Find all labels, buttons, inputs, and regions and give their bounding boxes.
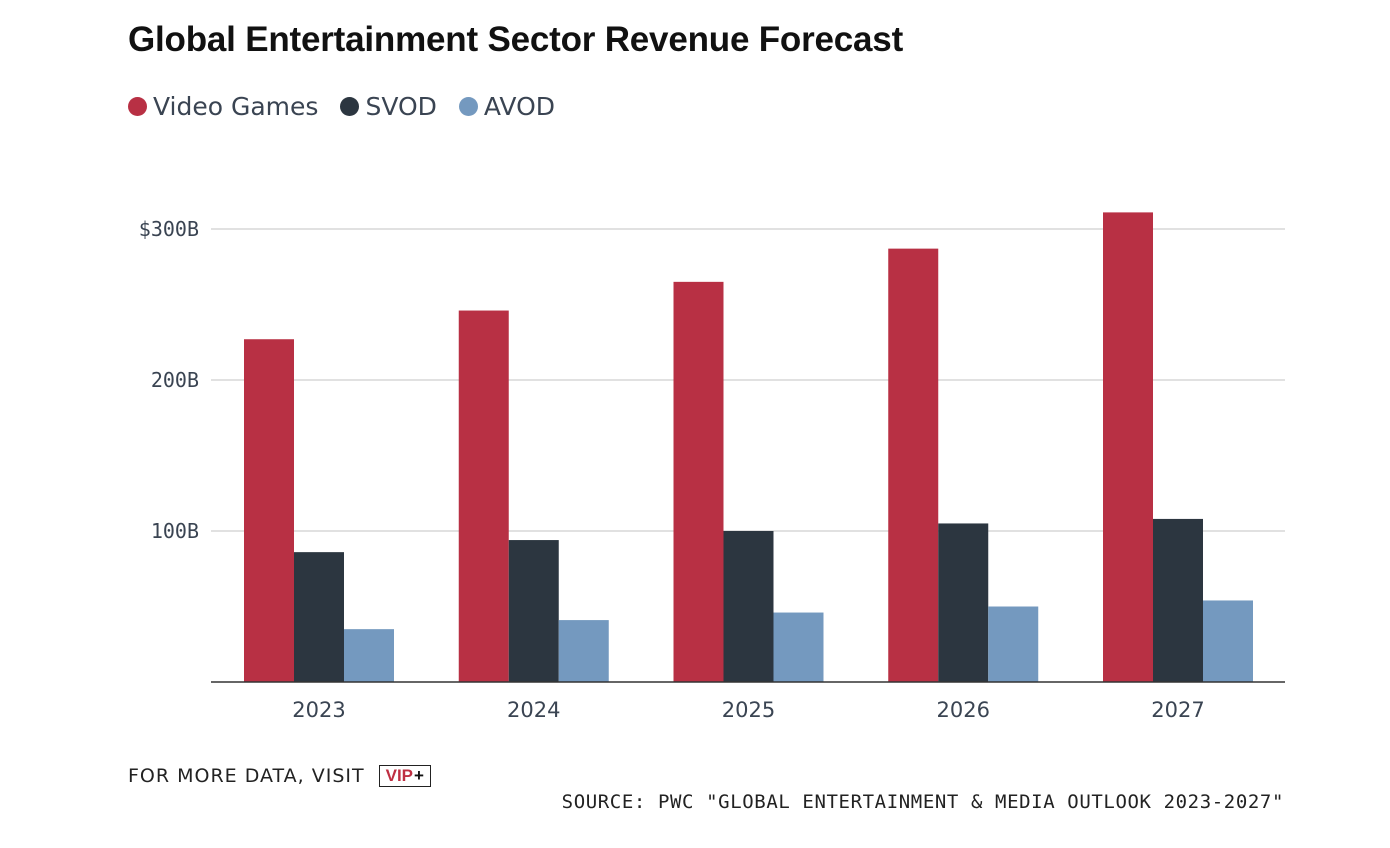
vip-logo-text: VIP (385, 766, 414, 785)
chart-legend: Video Games SVOD AVOD (128, 92, 577, 121)
source-note: SOURCE: PWC "GLOBAL ENTERTAINMENT & MEDI… (561, 791, 1284, 813)
bar-video-games-2024 (458, 310, 509, 682)
x-tick-label: 2026 (937, 698, 990, 722)
footer-more-data: FOR MORE DATA, VISIT VIP + (128, 765, 431, 787)
legend-label-avod: AVOD (483, 92, 556, 121)
bar-video-games-2026 (888, 248, 939, 682)
x-tick-label: 2027 (1151, 698, 1204, 722)
legend-swatch-avod (458, 97, 478, 116)
bar-video-games-2025 (673, 281, 724, 682)
chart-title: Global Entertainment Sector Revenue Fore… (128, 20, 904, 59)
bar-svod-2027 (1153, 518, 1203, 682)
bar-svod-2025 (723, 531, 774, 682)
x-tick-label: 2024 (507, 698, 560, 722)
bar-avod-2026 (988, 606, 1039, 682)
legend-swatch-svod (340, 97, 360, 116)
y-tick-label: 100B (151, 519, 199, 543)
bar-video-games-2027 (1103, 212, 1153, 682)
bar-svod-2023 (294, 552, 344, 682)
bar-avod-2025 (773, 612, 824, 682)
bar-avod-2023 (344, 629, 394, 682)
vip-plus-icon: + (414, 766, 424, 785)
bar-svod-2024 (508, 540, 559, 682)
bar-video-games-2023 (244, 339, 294, 682)
x-tick-label: 2023 (292, 698, 345, 722)
bar-svod-2026 (938, 523, 989, 682)
vip-plus-link[interactable]: VIP + (378, 765, 431, 787)
y-tick-label: $300B (139, 217, 199, 241)
legend-item-avod: AVOD (458, 92, 556, 121)
y-tick-label: 200B (151, 368, 199, 392)
bar-avod-2024 (558, 620, 609, 682)
more-data-label: FOR MORE DATA, VISIT (128, 765, 365, 787)
legend-item-video-games: Video Games (128, 92, 318, 121)
bar-avod-2027 (1203, 600, 1253, 682)
legend-item-svod: SVOD (340, 92, 437, 121)
legend-swatch-video-games (128, 97, 147, 116)
x-tick-label: 2025 (722, 698, 775, 722)
legend-label-video-games: Video Games (153, 92, 319, 121)
legend-label-svod: SVOD (365, 92, 437, 121)
